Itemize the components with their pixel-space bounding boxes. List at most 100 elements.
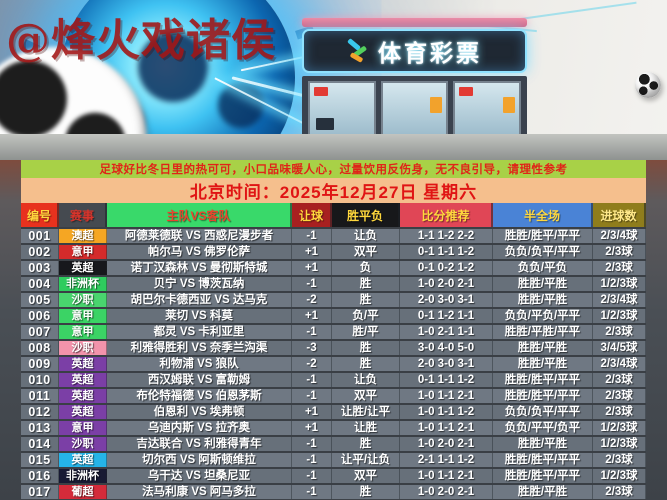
notice-bar: 足球好比冬日里的热可可，小口品味暖人心，过量饮用反伤身，无不良引导，请理性参考 <box>21 160 646 178</box>
league-badge: 意甲 <box>59 325 107 339</box>
halffull-picks: 胜胜/平胜 <box>493 341 593 355</box>
goals-picks: 1/2/3球 <box>593 469 646 483</box>
goals-picks: 2/3/4球 <box>593 229 646 243</box>
wdl-pick: 胜 <box>332 293 400 307</box>
match-teams: 贝宁 VS 博茨瓦纳 <box>107 277 292 291</box>
handicap-value: +1 <box>292 261 332 275</box>
league-badge: 沙职 <box>59 341 107 355</box>
lower-section: 足球好比冬日里的热可可，小口品味暖人心，过量饮用反伤身，无不良引导，请理性参考 … <box>0 160 667 500</box>
score-picks: 1-0 2-1 1-1 <box>400 325 493 339</box>
match-teams: 法马利康 VS 阿马多拉 <box>107 485 292 499</box>
score-picks: 1-0 2-0 2-1 <box>400 485 493 499</box>
handicap-value: +1 <box>292 309 332 323</box>
store-roof-stripe <box>302 18 527 27</box>
wdl-pick: 双平 <box>332 245 400 259</box>
match-number: 011 <box>21 389 59 403</box>
match-teams: 莱切 VS 科莫 <box>107 309 292 323</box>
halffull-picks: 胜胜/平胜 <box>493 437 593 451</box>
match-teams: 利物浦 VS 狼队 <box>107 357 292 371</box>
handicap-value: -1 <box>292 373 332 387</box>
goals-picks: 2/3/4球 <box>593 357 646 371</box>
wdl-pick: 胜 <box>332 437 400 451</box>
league-badge: 意甲 <box>59 245 107 259</box>
handicap-value: -1 <box>292 277 332 291</box>
handicap-value: -1 <box>292 453 332 467</box>
score-picks: 1-0 1-1 2-1 <box>400 421 493 435</box>
wdl-pick: 让负 <box>332 229 400 243</box>
match-teams: 吉达联合 VS 利雅得青年 <box>107 437 292 451</box>
halffull-picks: 负负/负平/平平 <box>493 405 593 419</box>
handicap-value: +1 <box>292 405 332 419</box>
handicap-value: -1 <box>292 325 332 339</box>
goals-picks: 2/3球 <box>593 325 646 339</box>
goals-picks: 2/3球 <box>593 453 646 467</box>
league-badge: 沙职 <box>59 437 107 451</box>
halffull-picks: 胜胜/平胜 <box>493 357 593 371</box>
wdl-pick: 胜 <box>332 341 400 355</box>
score-picks: 2-1 1-1 1-2 <box>400 453 493 467</box>
wdl-pick: 让平/让负 <box>332 453 400 467</box>
table-row: 001 澳超 阿德莱德联 VS 西惑尼漫步者 -1 让负 1-1 1-2 2-2… <box>21 227 646 243</box>
league-badge: 葡超 <box>59 485 107 499</box>
goals-picks: 2/3球 <box>593 373 646 387</box>
match-teams: 利雅得胜利 VS 奈季兰沟渠 <box>107 341 292 355</box>
table-row: 005 沙职 胡巴尔卡德西亚 VS 达马克 -2 胜 2-0 3-0 3-1 胜… <box>21 291 646 307</box>
handicap-value: -2 <box>292 293 332 307</box>
handicap-value: +1 <box>292 245 332 259</box>
table-row: 014 沙职 吉达联合 VS 利雅得青年 -1 胜 1-0 2-0 2-1 胜胜… <box>21 435 646 451</box>
wdl-pick: 负/平 <box>332 309 400 323</box>
table-body: 001 澳超 阿德莱德联 VS 西惑尼漫步者 -1 让负 1-1 1-2 2-2… <box>21 227 646 499</box>
score-picks: 1-1 1-2 2-2 <box>400 229 493 243</box>
halffull-picks: 负负/平负/平平 <box>493 309 593 323</box>
table-row: 017 葡超 法马利康 VS 阿马多拉 -1 胜 1-0 2-0 2-1 胜胜/… <box>21 483 646 499</box>
league-badge: 英超 <box>59 261 107 275</box>
table-row: 007 意甲 都灵 VS 卡利亚里 -1 胜/平 1-0 2-1 1-1 胜胜/… <box>21 323 646 339</box>
match-teams: 伯恩利 VS 埃弗顿 <box>107 405 292 419</box>
table-row: 013 意甲 乌迪内斯 VS 拉齐奥 +1 让胜 1-0 1-1 2-1 负负/… <box>21 419 646 435</box>
score-picks: 0-1 1-1 1-2 <box>400 373 493 387</box>
league-badge: 英超 <box>59 357 107 371</box>
match-number: 013 <box>21 421 59 435</box>
table-row: 003 英超 诺丁汉森林 VS 曼彻斯特城 +1 负 0-1 0-2 1-2 负… <box>21 259 646 275</box>
halffull-picks: 负负/负平/平平 <box>493 245 593 259</box>
handicap-value: -1 <box>292 485 332 499</box>
table-row: 010 英超 西汉姆联 VS 富勒姆 -1 让负 0-1 1-1 1-2 胜胜/… <box>21 371 646 387</box>
wdl-pick: 胜/平 <box>332 325 400 339</box>
decor-tech-line <box>517 1 637 21</box>
handicap-value: +1 <box>292 421 332 435</box>
watermark-text: @烽火戏诸侯 <box>6 15 276 66</box>
halffull-picks: 负负/平平/负平 <box>493 421 593 435</box>
goals-picks: 1/2/3球 <box>593 421 646 435</box>
league-badge: 英超 <box>59 453 107 467</box>
halffull-picks: 胜胜/胜平/平平 <box>493 469 593 483</box>
match-teams: 西汉姆联 VS 富勒姆 <box>107 373 292 387</box>
goals-picks: 2/3球 <box>593 261 646 275</box>
handicap-value: -1 <box>292 389 332 403</box>
col-header-number: 编号 <box>21 203 59 227</box>
league-badge: 英超 <box>59 405 107 419</box>
goals-picks: 2/3球 <box>593 405 646 419</box>
match-teams: 布伦特福德 VS 伯恩茅斯 <box>107 389 292 403</box>
match-teams: 乌迪内斯 VS 拉齐奥 <box>107 421 292 435</box>
halffull-picks: 胜胜/胜平/平平 <box>493 389 593 403</box>
goals-picks: 3/4/5球 <box>593 341 646 355</box>
halffull-picks: 负负/平负 <box>493 261 593 275</box>
score-picks: 2-0 3-0 3-1 <box>400 357 493 371</box>
table-row: 008 沙职 利雅得胜利 VS 奈季兰沟渠 -3 胜 3-0 4-0 5-0 胜… <box>21 339 646 355</box>
table-row: 006 意甲 莱切 VS 科莫 +1 负/平 0-1 1-2 1-1 负负/平负… <box>21 307 646 323</box>
league-badge: 英超 <box>59 373 107 387</box>
wdl-pick: 让负 <box>332 373 400 387</box>
table-header: 编号 赛事 主队VS客队 让球 胜平负 比分推荐 半全场 进球数 <box>21 203 646 227</box>
halffull-picks: 胜胜/平胜 <box>493 277 593 291</box>
col-header-goals: 进球数 <box>593 203 646 227</box>
score-picks: 2-0 3-0 3-1 <box>400 293 493 307</box>
table-row: 004 非洲杯 贝宁 VS 博茨瓦纳 -1 胜 1-0 2-0 2-1 胜胜/平… <box>21 275 646 291</box>
predictions-table: 编号 赛事 主队VS客队 让球 胜平负 比分推荐 半全场 进球数 001 澳超 … <box>21 203 646 499</box>
match-number: 006 <box>21 309 59 323</box>
hero-banner: 体育彩票 @烽火戏诸侯 <box>0 0 667 160</box>
halffull-picks: 胜胜/胜平/平平 <box>493 229 593 243</box>
score-picks: 1-0 1-1 2-1 <box>400 389 493 403</box>
table-row: 011 英超 布伦特福德 VS 伯恩茅斯 -1 双平 1-0 1-1 2-1 胜… <box>21 387 646 403</box>
score-picks: 1-0 1-1 2-1 <box>400 469 493 483</box>
match-number: 016 <box>21 469 59 483</box>
